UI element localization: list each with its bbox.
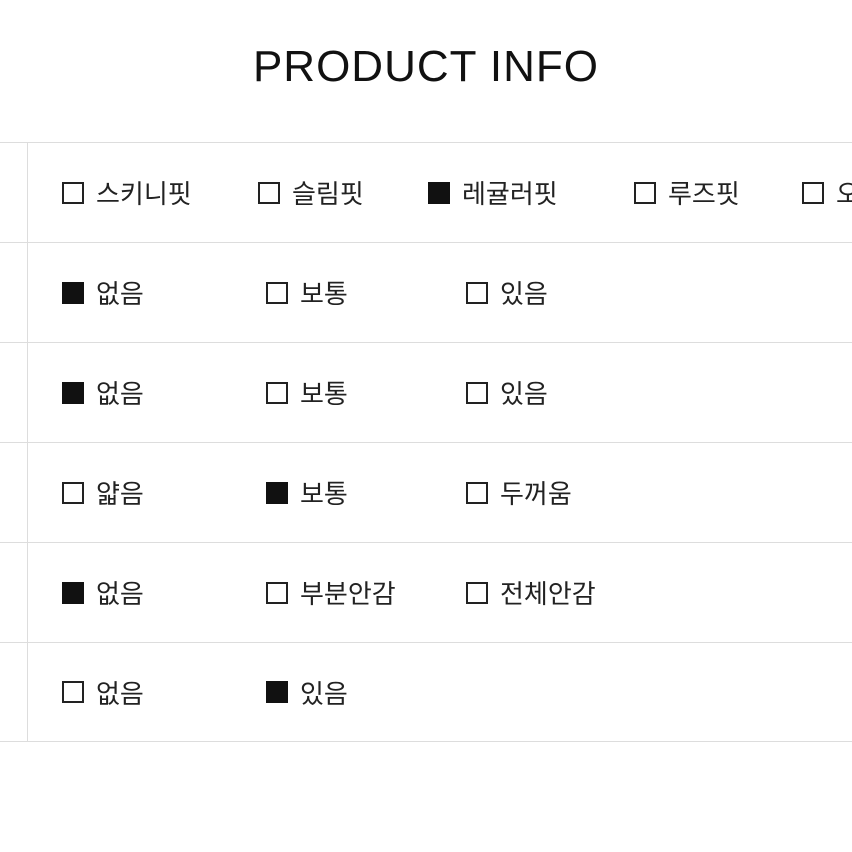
option-label: 보통 (300, 274, 348, 311)
checkbox-icon (634, 182, 656, 204)
option-label: 부분안감 (300, 574, 396, 611)
option-none[interactable]: 없음 (62, 574, 266, 611)
row-label-cell (0, 543, 28, 642)
checkbox-icon (266, 482, 288, 504)
option-label: 오 (836, 174, 852, 211)
product-info-table: 스키니핏 슬림핏 레귤러핏 루즈핏 오 (0, 142, 852, 742)
checkbox-icon (62, 681, 84, 703)
option-normal[interactable]: 보통 (266, 274, 466, 311)
checkbox-icon (266, 681, 288, 703)
table-row: 없음 있음 (0, 642, 852, 742)
table-row: 없음 보통 있음 (0, 242, 852, 342)
row-label-cell (0, 143, 28, 242)
checkbox-icon (266, 282, 288, 304)
checkbox-icon (258, 182, 280, 204)
checkbox-icon (466, 482, 488, 504)
option-none[interactable]: 없음 (62, 274, 266, 311)
row-label-cell (0, 643, 28, 741)
option-label: 얇음 (96, 474, 144, 511)
option-label: 두꺼움 (500, 474, 572, 511)
option-overflow[interactable]: 오 (802, 174, 852, 211)
row-label-cell (0, 243, 28, 342)
option-label: 없음 (96, 374, 144, 411)
option-thick[interactable]: 두꺼움 (466, 474, 686, 511)
option-label: 전체안감 (500, 574, 596, 611)
table-row: 스키니핏 슬림핏 레귤러핏 루즈핏 오 (0, 142, 852, 242)
option-label: 루즈핏 (668, 174, 740, 211)
table-row: 없음 보통 있음 (0, 342, 852, 442)
option-loose-fit[interactable]: 루즈핏 (634, 174, 802, 211)
option-group-lining: 없음 부분안감 전체안감 (28, 574, 852, 611)
option-yes[interactable]: 있음 (466, 274, 686, 311)
option-yes[interactable]: 있음 (266, 674, 466, 711)
option-full-lining[interactable]: 전체안감 (466, 574, 686, 611)
option-label: 스키니핏 (96, 174, 192, 211)
checkbox-icon (466, 382, 488, 404)
option-thin[interactable]: 얇음 (62, 474, 266, 511)
option-label: 없음 (96, 574, 144, 611)
checkbox-icon (62, 182, 84, 204)
checkbox-icon (62, 482, 84, 504)
table-row: 얇음 보통 두꺼움 (0, 442, 852, 542)
option-slim-fit[interactable]: 슬림핏 (258, 174, 428, 211)
option-label: 슬림핏 (292, 174, 364, 211)
product-info-panel: PRODUCT INFO 스키니핏 슬림핏 레귤러핏 (0, 0, 852, 852)
option-none[interactable]: 없음 (62, 374, 266, 411)
checkbox-icon (802, 182, 824, 204)
option-label: 없음 (96, 674, 144, 711)
option-group: 없음 있음 (28, 674, 852, 711)
option-group: 없음 보통 있음 (28, 274, 852, 311)
option-label: 레귤러핏 (462, 174, 558, 211)
page-title: PRODUCT INFO (0, 0, 852, 142)
option-label: 보통 (300, 474, 348, 511)
option-none[interactable]: 없음 (62, 674, 266, 711)
option-regular-fit[interactable]: 레귤러핏 (428, 174, 634, 211)
option-label: 있음 (500, 274, 548, 311)
option-normal[interactable]: 보통 (266, 374, 466, 411)
option-label: 있음 (500, 374, 548, 411)
checkbox-icon (62, 582, 84, 604)
checkbox-icon (62, 382, 84, 404)
option-partial-lining[interactable]: 부분안감 (266, 574, 466, 611)
option-label: 있음 (300, 674, 348, 711)
row-label-cell (0, 443, 28, 542)
checkbox-icon (266, 382, 288, 404)
table-row: 없음 부분안감 전체안감 (0, 542, 852, 642)
option-label: 보통 (300, 374, 348, 411)
checkbox-icon (428, 182, 450, 204)
option-label: 없음 (96, 274, 144, 311)
row-label-cell (0, 343, 28, 442)
option-group-thickness: 얇음 보통 두꺼움 (28, 474, 852, 511)
checkbox-icon (466, 582, 488, 604)
option-yes[interactable]: 있음 (466, 374, 686, 411)
option-group-fit: 스키니핏 슬림핏 레귤러핏 루즈핏 오 (28, 174, 852, 211)
option-group: 없음 보통 있음 (28, 374, 852, 411)
checkbox-icon (466, 282, 488, 304)
option-skinny-fit[interactable]: 스키니핏 (62, 174, 258, 211)
checkbox-icon (62, 282, 84, 304)
checkbox-icon (266, 582, 288, 604)
option-normal[interactable]: 보통 (266, 474, 466, 511)
